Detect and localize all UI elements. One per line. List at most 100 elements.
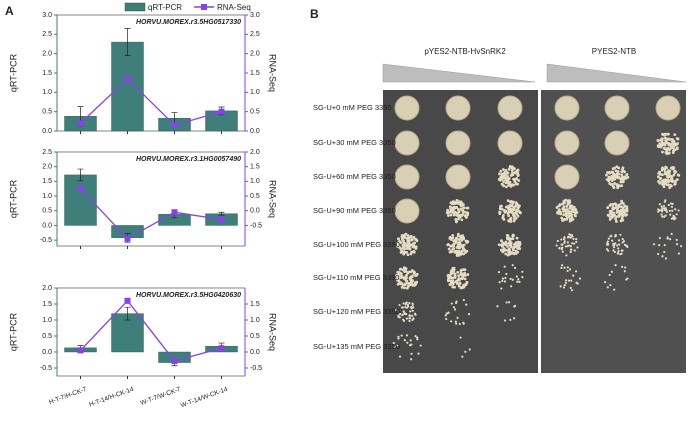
colony-dot <box>517 205 521 209</box>
colony <box>497 95 523 121</box>
colony-dot <box>616 251 620 255</box>
colony-dot <box>402 244 406 247</box>
colony-dot <box>614 169 618 173</box>
colony-dot <box>413 241 416 245</box>
colony-dot <box>405 286 409 290</box>
colony-dot <box>401 313 404 316</box>
colony-dot <box>451 279 455 283</box>
colony-dot <box>611 213 615 217</box>
colony-dot <box>466 213 470 217</box>
colony-dot <box>508 243 512 247</box>
colony-dot <box>398 355 402 358</box>
colony-dot <box>607 249 610 252</box>
colony-dot <box>621 167 624 171</box>
colony-dot <box>513 180 517 184</box>
colony-dot <box>614 217 618 221</box>
colony-dot <box>672 166 676 170</box>
line-marker <box>124 235 131 242</box>
colony-dot <box>668 147 672 150</box>
colony-dot <box>403 286 406 290</box>
colony-dot <box>501 217 505 220</box>
colony-dot <box>410 250 414 254</box>
colony-dot <box>618 213 622 216</box>
line-marker <box>218 345 225 352</box>
colony-dot <box>607 214 611 218</box>
colony-dot <box>465 241 469 245</box>
y-tick-label: 3.0 <box>42 12 52 19</box>
colony-dot <box>564 279 568 282</box>
colony-dot <box>396 344 399 347</box>
colony-dot <box>460 218 464 222</box>
colony-dot <box>608 171 611 175</box>
colony-dot <box>569 286 572 289</box>
colony-dot <box>497 243 501 247</box>
colony-dot <box>667 179 671 183</box>
colony-dot <box>617 250 620 253</box>
colony-dot <box>610 270 614 273</box>
colony-dot <box>449 244 453 248</box>
panel-label: A <box>5 4 14 18</box>
colony-dot <box>624 208 628 212</box>
colony-dot <box>569 233 572 237</box>
colony-dot <box>566 266 569 269</box>
colony-dot <box>660 144 664 147</box>
colony-dot <box>507 210 511 213</box>
y2-tick-label: 0.0 <box>250 349 260 356</box>
colony-dot <box>449 207 453 211</box>
colony-dot <box>561 250 564 253</box>
colony-dot <box>661 215 664 218</box>
colony-dot <box>669 238 672 241</box>
colony-dot <box>613 246 616 249</box>
line-marker <box>77 120 84 127</box>
colony-dot <box>509 174 513 177</box>
colony-dot <box>608 182 612 185</box>
colony-dot <box>617 247 620 250</box>
colony-dot <box>404 306 407 309</box>
colony-dot <box>403 233 407 237</box>
colony-dot <box>510 204 513 207</box>
colony-dot <box>612 249 615 252</box>
colony-dot <box>412 236 416 239</box>
colony-dot <box>456 282 460 286</box>
colony-dot <box>414 282 418 286</box>
colony <box>394 164 420 190</box>
y-tick-label: -0.5 <box>40 237 52 244</box>
colony-dot <box>662 181 666 184</box>
colony-dot <box>459 271 463 275</box>
colony-dot <box>446 243 450 247</box>
y-tick-label: 0.5 <box>42 208 52 215</box>
colony <box>497 130 523 156</box>
colony-dot <box>408 314 411 318</box>
colony-dot <box>416 338 419 341</box>
colony-dot <box>518 242 522 246</box>
error-bar <box>77 168 84 182</box>
colony-dot <box>457 245 461 249</box>
colony-dot <box>626 277 629 280</box>
colony-dot <box>614 233 617 237</box>
colony-dot <box>496 305 499 308</box>
colony-dot <box>456 213 460 217</box>
colony-dot <box>448 205 452 209</box>
colony-dot <box>414 237 418 241</box>
colony-dot <box>447 214 450 217</box>
colony-dot <box>660 205 663 208</box>
colony-dot <box>575 211 579 214</box>
x-tick-label: W-T-14/W-CK-14 <box>180 386 229 410</box>
colony-dot <box>395 244 399 248</box>
colony-dot <box>623 170 626 174</box>
colony-dot <box>613 250 616 254</box>
colony-dot <box>667 137 671 141</box>
colony-dot <box>407 270 411 274</box>
colony-dot <box>499 204 503 208</box>
colony <box>445 164 471 190</box>
colony-dot <box>623 213 627 216</box>
colony-dot <box>454 308 457 311</box>
colony-dot <box>665 148 669 151</box>
colony <box>445 130 471 156</box>
row-label: SG-U+120 mM PEG 3350 <box>313 307 400 316</box>
colony-dot <box>625 244 628 247</box>
colony-dot <box>402 310 405 313</box>
colony-dot <box>452 213 456 217</box>
colony-dot <box>657 208 660 211</box>
colony-dot <box>513 171 517 175</box>
